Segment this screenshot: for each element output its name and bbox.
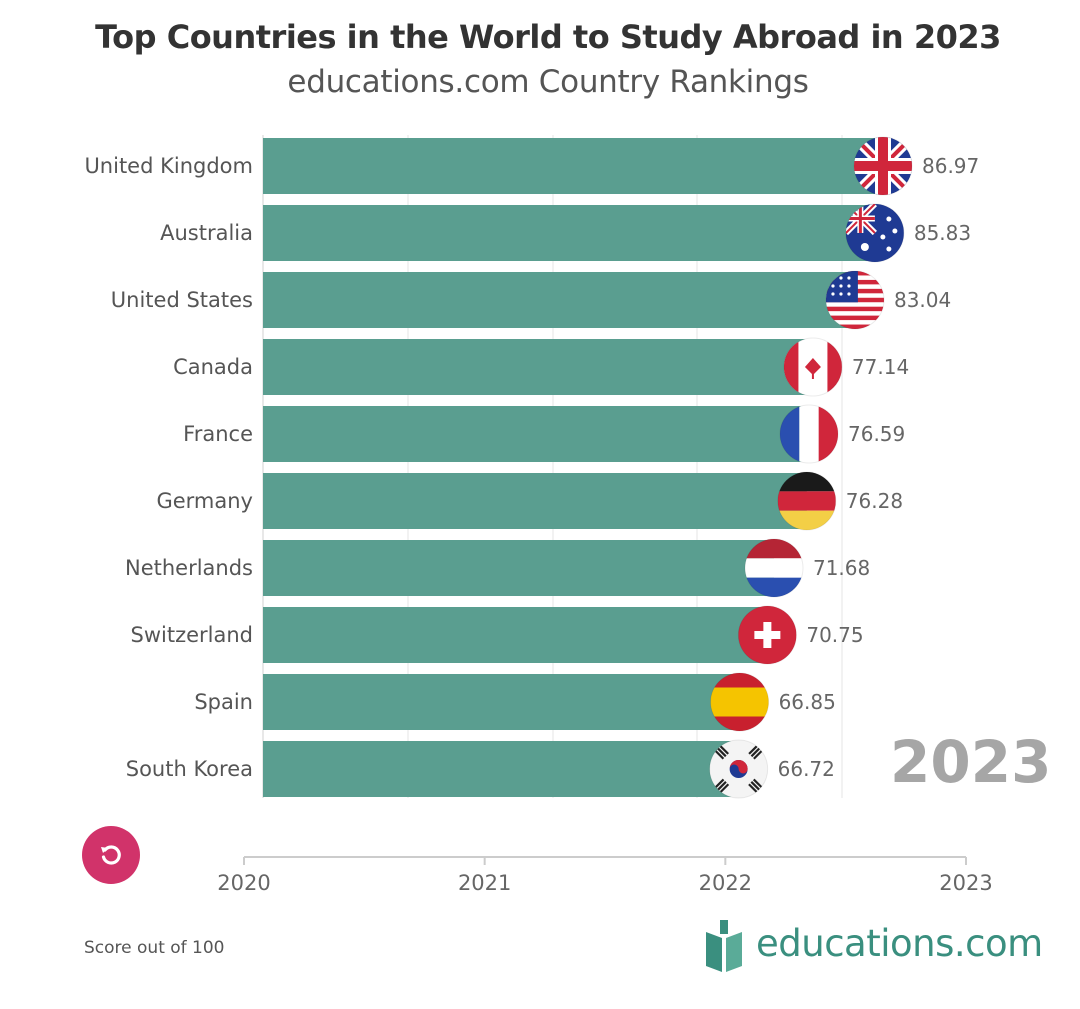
us-flag-icon [825, 270, 885, 330]
bar[interactable] [263, 540, 774, 596]
footnote: Score out of 100 [84, 938, 225, 958]
value-label: 71.68 [813, 556, 870, 580]
book-logo-icon [706, 920, 742, 972]
replay-icon [101, 845, 121, 865]
timeline-tick-label: 2021 [458, 871, 511, 895]
switzerland-flag-icon [737, 605, 797, 665]
value-label: 77.14 [852, 355, 909, 379]
category-label: Spain [194, 690, 253, 714]
uk-flag-icon [853, 136, 913, 196]
value-label: 66.72 [778, 757, 835, 781]
south-korea-flag-icon [709, 739, 769, 799]
france-flag-icon [779, 404, 839, 464]
value-label: 76.59 [848, 422, 905, 446]
bar[interactable] [263, 272, 855, 328]
timeline-tick-label: 2022 [699, 871, 752, 895]
bar[interactable] [263, 473, 807, 529]
bar[interactable] [263, 406, 810, 462]
value-label: 66.85 [779, 690, 836, 714]
bar[interactable] [263, 741, 739, 797]
timeline-tick-label: 2020 [217, 871, 270, 895]
canada-flag-icon [783, 337, 843, 397]
bar[interactable] [263, 674, 740, 730]
value-label: 86.97 [922, 154, 979, 178]
australia-flag-icon [845, 203, 905, 263]
brand-name: educations.com [756, 922, 1043, 965]
category-label: United Kingdom [84, 154, 253, 178]
category-label: France [183, 422, 253, 446]
category-label: Germany [156, 489, 253, 513]
bar[interactable] [263, 607, 768, 663]
bars: United Kingdom 86.97 Australia 85.83 United … [84, 136, 979, 799]
category-label: United States [111, 288, 253, 312]
spain-flag-icon [710, 672, 770, 732]
replay-button[interactable] [82, 826, 140, 884]
value-label: 83.04 [894, 288, 951, 312]
category-label: Australia [160, 221, 253, 245]
bar[interactable] [263, 205, 875, 261]
category-label: South Korea [126, 757, 253, 781]
bar[interactable] [263, 339, 813, 395]
current-year-display: 2023 [890, 728, 1052, 796]
value-label: 76.28 [846, 489, 903, 513]
timeline-axis: 2020 2021 2022 2023 [217, 856, 993, 895]
chart-subtitle: educations.com Country Rankings [287, 64, 809, 100]
netherlands-flag-icon [744, 538, 804, 598]
category-label: Switzerland [131, 623, 254, 647]
category-label: Netherlands [125, 556, 253, 580]
timeline-tick-label: 2023 [939, 871, 992, 895]
bar[interactable] [263, 138, 883, 194]
value-label: 70.75 [806, 623, 863, 647]
germany-flag-icon [777, 471, 837, 531]
category-label: Canada [173, 355, 253, 379]
chart-title: Top Countries in the World to Study Abro… [95, 18, 1001, 56]
value-label: 85.83 [914, 221, 971, 245]
